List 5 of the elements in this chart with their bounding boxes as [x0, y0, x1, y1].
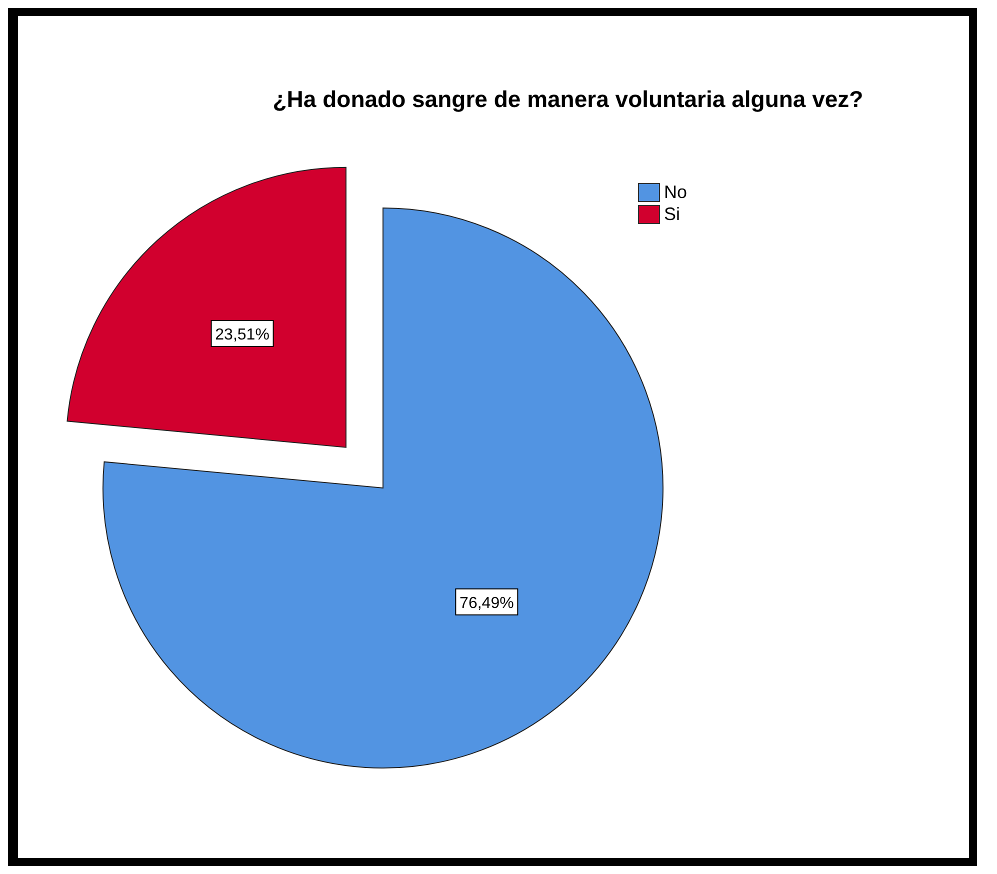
data-label: 76,49%: [460, 594, 514, 612]
data-label: 23,51%: [215, 326, 270, 344]
legend-label: Si: [664, 204, 680, 224]
legend-label: No: [664, 182, 688, 202]
chart-title: ¿Ha donado sangre de manera voluntaria alguna vez?: [272, 86, 864, 113]
